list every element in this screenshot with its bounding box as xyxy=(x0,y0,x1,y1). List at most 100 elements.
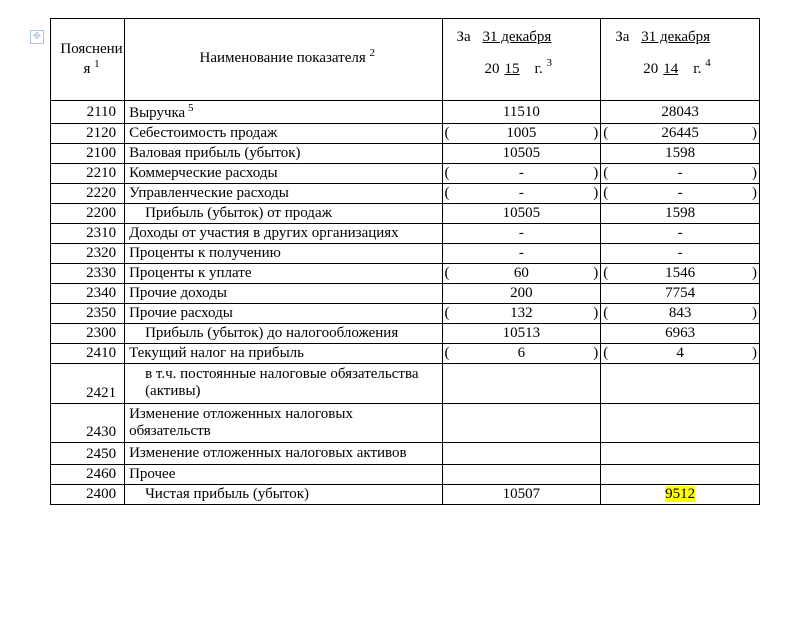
row-code: 2300 xyxy=(51,324,125,344)
value-2015: 11510 xyxy=(442,101,601,124)
value-2014: 26445 xyxy=(617,124,744,144)
row-code: 2350 xyxy=(51,304,125,324)
row-label: Себестоимость продаж xyxy=(125,124,442,144)
row-code: 2410 xyxy=(51,344,125,364)
paren-open: ( xyxy=(442,264,458,284)
value-2015 xyxy=(442,403,601,443)
value-2015: - xyxy=(458,184,585,204)
row-code: 2310 xyxy=(51,224,125,244)
header-period-2015: За 31 декабря 20 15 г. 3 xyxy=(442,19,601,101)
paren-open: ( xyxy=(601,184,617,204)
value-2014 xyxy=(601,403,760,443)
paren-close: ) xyxy=(585,344,601,364)
value-2015: - xyxy=(442,244,601,264)
paren-open: ( xyxy=(442,184,458,204)
table-row: 2110Выручка 51151028043 xyxy=(51,101,760,124)
paren-open: ( xyxy=(442,304,458,324)
paren-open: ( xyxy=(442,124,458,144)
table-row: 2120Себестоимость продаж(1005)(26445) xyxy=(51,124,760,144)
value-2015: 10505 xyxy=(442,144,601,164)
row-code: 2330 xyxy=(51,264,125,284)
table-row: 2340Прочие доходы2007754 xyxy=(51,284,760,304)
value-2014: 9512 xyxy=(601,485,760,505)
row-code: 2460 xyxy=(51,465,125,485)
value-2014: 4 xyxy=(617,344,744,364)
table-row: 2400Чистая прибыль (убыток)105079512 xyxy=(51,485,760,505)
value-2015 xyxy=(442,443,601,465)
row-label: Проценты к уплате xyxy=(125,264,442,284)
row-label: Проценты к получению xyxy=(125,244,442,264)
table-row: 2200Прибыль (убыток) от продаж105051598 xyxy=(51,204,760,224)
row-code: 2450 xyxy=(51,443,125,465)
value-2014: 28043 xyxy=(601,101,760,124)
row-label: Выручка 5 xyxy=(125,101,442,124)
value-2014: - xyxy=(617,184,744,204)
value-2014 xyxy=(601,364,760,404)
header-indicator: Наименование показателя 2 xyxy=(125,19,442,101)
paren-close: ) xyxy=(585,304,601,324)
row-code: 2220 xyxy=(51,184,125,204)
paren-close: ) xyxy=(744,184,760,204)
financial-table: Пояснени я 1 Наименование показателя 2 З… xyxy=(50,18,760,505)
row-code: 2210 xyxy=(51,164,125,184)
paren-close: ) xyxy=(744,264,760,284)
row-label: Прочие доходы xyxy=(125,284,442,304)
table-row: 2350Прочие расходы(132)(843) xyxy=(51,304,760,324)
value-2015 xyxy=(442,465,601,485)
value-2014 xyxy=(601,443,760,465)
row-label: Изменение отложенных налоговых обязатель… xyxy=(125,403,442,443)
row-code: 2110 xyxy=(51,101,125,124)
paren-open: ( xyxy=(442,164,458,184)
value-2014: 1598 xyxy=(601,204,760,224)
header-period-2014: За 31 декабря 20 14 г. 4 xyxy=(601,19,760,101)
value-2014: 843 xyxy=(617,304,744,324)
paren-close: ) xyxy=(744,164,760,184)
value-2015: - xyxy=(458,164,585,184)
row-label: Коммерческие расходы xyxy=(125,164,442,184)
paren-close: ) xyxy=(585,184,601,204)
paren-open: ( xyxy=(601,264,617,284)
value-2015: 10505 xyxy=(442,204,601,224)
table-row: 2210Коммерческие расходы(-)(-) xyxy=(51,164,760,184)
paren-close: ) xyxy=(585,124,601,144)
table-row: 2460Прочее xyxy=(51,465,760,485)
row-label: Валовая прибыль (убыток) xyxy=(125,144,442,164)
row-code: 2320 xyxy=(51,244,125,264)
value-2014: 1598 xyxy=(601,144,760,164)
table-row: 2430Изменение отложенных налоговых обяза… xyxy=(51,403,760,443)
paren-close: ) xyxy=(585,164,601,184)
table-row: 2300Прибыль (убыток) до налогообложения1… xyxy=(51,324,760,344)
value-2015: 132 xyxy=(458,304,585,324)
row-code: 2430 xyxy=(51,403,125,443)
value-2014: - xyxy=(601,244,760,264)
paren-close: ) xyxy=(744,344,760,364)
row-code: 2100 xyxy=(51,144,125,164)
row-label: Прочее xyxy=(125,465,442,485)
value-2014 xyxy=(601,465,760,485)
paren-close: ) xyxy=(585,264,601,284)
row-label: в т.ч. постоянные налоговые обязательств… xyxy=(125,364,442,404)
row-label: Текущий налог на прибыль xyxy=(125,344,442,364)
table-row: 2320Проценты к получению-- xyxy=(51,244,760,264)
row-label: Управленческие расходы xyxy=(125,184,442,204)
paren-open: ( xyxy=(601,164,617,184)
table-row: 2330Проценты к уплате(60)(1546) xyxy=(51,264,760,284)
value-2015: 1005 xyxy=(458,124,585,144)
header-explanations: Пояснени я 1 xyxy=(51,19,125,101)
row-code: 2200 xyxy=(51,204,125,224)
table-row: 2100Валовая прибыль (убыток)105051598 xyxy=(51,144,760,164)
table-anchor-icon: ✥ xyxy=(30,30,44,44)
value-2015: 60 xyxy=(458,264,585,284)
paren-open: ( xyxy=(601,344,617,364)
row-label: Изменение отложенных налоговых активов xyxy=(125,443,442,465)
value-2015: 200 xyxy=(442,284,601,304)
table-row: 2450Изменение отложенных налоговых актив… xyxy=(51,443,760,465)
table-row: 2310Доходы от участия в других организац… xyxy=(51,224,760,244)
row-code: 2421 xyxy=(51,364,125,404)
value-2015 xyxy=(442,364,601,404)
paren-open: ( xyxy=(601,124,617,144)
value-2014: 1546 xyxy=(617,264,744,284)
value-2015: 6 xyxy=(458,344,585,364)
row-label: Доходы от участия в других организациях xyxy=(125,224,442,244)
row-code: 2340 xyxy=(51,284,125,304)
